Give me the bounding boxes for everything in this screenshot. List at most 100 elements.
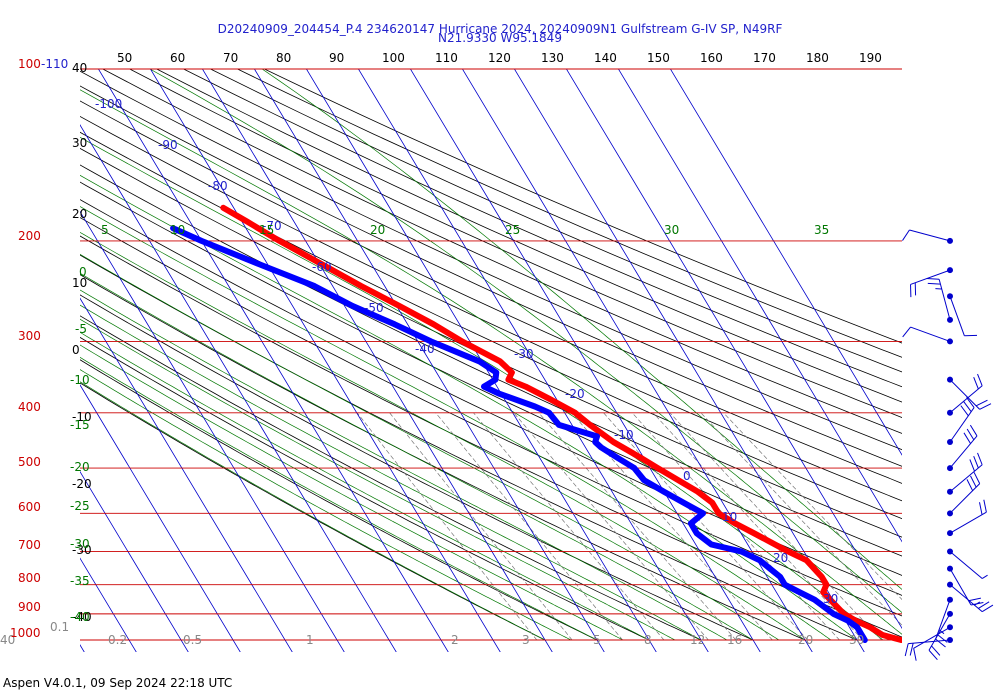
dry-adiabat bbox=[80, 115, 902, 502]
wind-barb-feather bbox=[977, 373, 983, 386]
moist-adiabat bbox=[149, 69, 902, 614]
moist-label-top: 5 bbox=[101, 223, 109, 237]
wind-barb-feather bbox=[978, 601, 990, 609]
isotherm-label: 10 bbox=[722, 510, 737, 524]
mixing-ratio-label: 30 bbox=[849, 633, 864, 647]
mixing-ratio-label: 5 bbox=[593, 633, 601, 647]
wind-barb bbox=[928, 610, 953, 661]
moist-label-top: 10 bbox=[170, 223, 185, 237]
theta-label-top: 150 bbox=[647, 51, 670, 65]
wind-barb-feather bbox=[931, 645, 941, 656]
theta-label-top: 120 bbox=[488, 51, 511, 65]
mixing-ratio-label: 0.2 bbox=[108, 633, 127, 647]
wind-barb-feather bbox=[909, 643, 914, 656]
theta-label-top: 60 bbox=[170, 51, 185, 65]
mixing-ratio-label: 40 bbox=[0, 633, 15, 647]
isobar-label-100-extra: -110 bbox=[41, 57, 68, 71]
mixing-ratio-label: 20 bbox=[798, 633, 813, 647]
theta-label-left: 40 bbox=[72, 61, 87, 75]
wind-barb-shaft bbox=[949, 464, 983, 493]
isobar-label-600: 600 bbox=[18, 500, 41, 514]
isotherm-label: 0 bbox=[683, 469, 691, 483]
wind-barb-feather bbox=[902, 326, 911, 338]
moist-label-left: -20 bbox=[70, 460, 90, 474]
dry-adiabat bbox=[80, 131, 902, 520]
wind-barb-shaft bbox=[949, 435, 978, 469]
isotherm-label: -10 bbox=[614, 428, 634, 442]
moist-label-top: 25 bbox=[505, 223, 520, 237]
wind-barb-shaft bbox=[913, 626, 951, 649]
dry-adiabat bbox=[156, 69, 902, 403]
dry-adiabat bbox=[80, 70, 902, 451]
wind-barb-feather bbox=[935, 638, 946, 648]
dewpoint-profile bbox=[170, 225, 868, 643]
wind-barb-feather bbox=[966, 428, 975, 441]
moist-adiabat bbox=[80, 344, 624, 641]
isotherm-label: -60 bbox=[312, 260, 332, 274]
dry-adiabat bbox=[80, 254, 858, 641]
dry-adiabat bbox=[80, 100, 902, 484]
theta-label-top: 160 bbox=[700, 51, 723, 65]
isotherm-label: -40 bbox=[415, 342, 435, 356]
wind-barb bbox=[902, 326, 953, 345]
wind-barb-shaft bbox=[949, 551, 983, 579]
moist-adiabat bbox=[80, 253, 780, 641]
isotherm bbox=[80, 210, 345, 652]
wind-barb-feather bbox=[973, 377, 979, 390]
wind-barb-shaft bbox=[938, 279, 951, 320]
theta-label-left: 20 bbox=[72, 207, 87, 221]
wind-barb-feather bbox=[975, 399, 988, 407]
moist-adiabat bbox=[80, 206, 832, 641]
wind-barb-feather bbox=[966, 479, 974, 491]
wind-barb-shaft bbox=[949, 296, 965, 336]
isotherm bbox=[80, 470, 189, 652]
mixing-ratio-line bbox=[473, 412, 665, 641]
wind-barb-feather bbox=[902, 229, 910, 241]
isobar-label-800: 800 bbox=[18, 571, 41, 585]
wind-barb-feather bbox=[960, 405, 969, 417]
wind-barb-feather bbox=[979, 403, 992, 410]
moist-label-left: -15 bbox=[70, 418, 90, 432]
theta-label-left: -10 bbox=[72, 410, 92, 424]
dry-adiabat bbox=[80, 217, 902, 617]
dry-adiabat bbox=[183, 69, 902, 388]
dry-adiabat bbox=[80, 164, 902, 557]
dry-adiabat bbox=[237, 69, 902, 358]
wind-barb bbox=[926, 278, 953, 323]
wind-barb-shaft bbox=[935, 599, 951, 640]
moist-label-left: -35 bbox=[70, 574, 90, 588]
wind-barb bbox=[947, 373, 983, 416]
theta-label-top: 50 bbox=[117, 51, 132, 65]
isotherm bbox=[513, 69, 865, 652]
wind-barb bbox=[947, 472, 981, 517]
wind-barb bbox=[947, 548, 988, 579]
dry-adiabat bbox=[80, 147, 902, 538]
dry-adiabat bbox=[210, 69, 902, 373]
wind-barb-feather bbox=[979, 502, 983, 515]
isotherm bbox=[253, 69, 605, 652]
wind-barb bbox=[902, 229, 953, 244]
isotherm bbox=[565, 69, 902, 630]
wind-barb bbox=[904, 637, 953, 657]
dry-adiabat bbox=[80, 315, 702, 641]
mixing-ratio-label: 2 bbox=[451, 633, 459, 647]
theta-label-top: 130 bbox=[541, 51, 564, 65]
wind-barb bbox=[910, 267, 953, 298]
wind-barb bbox=[947, 452, 983, 495]
isotherm-label: -30 bbox=[514, 347, 534, 361]
theta-label-left: -40 bbox=[72, 610, 92, 624]
wind-barb-feather bbox=[963, 432, 971, 444]
wind-barb-feather bbox=[968, 597, 981, 602]
mixing-ratio-label: 16 bbox=[727, 633, 742, 647]
wind-barb bbox=[947, 424, 978, 472]
wind-barb-feather bbox=[904, 643, 909, 657]
wind-barb-feather bbox=[973, 456, 979, 469]
isotherm-label: -100 bbox=[95, 97, 122, 111]
mixing-ratio-line bbox=[513, 412, 709, 641]
wind-barb-shaft bbox=[910, 326, 951, 342]
theta-label-top: 110 bbox=[435, 51, 458, 65]
wind-barb bbox=[947, 397, 975, 445]
isotherm bbox=[97, 69, 449, 652]
wind-barb-shaft bbox=[908, 639, 951, 645]
